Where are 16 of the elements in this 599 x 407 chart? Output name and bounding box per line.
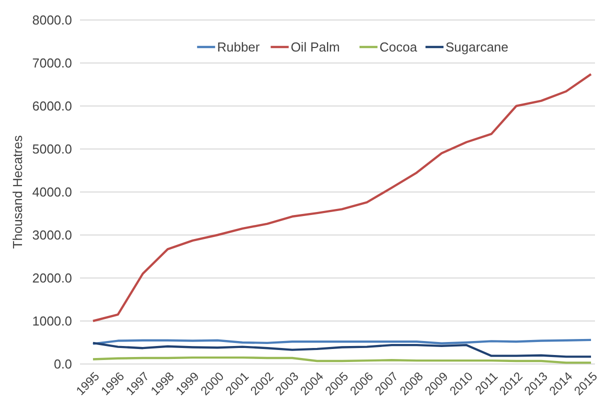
y-tick-label: 1000.0 [32,314,72,329]
y-axis-title: Thousand Hecatres [10,134,25,249]
y-tick-label: 6000.0 [32,98,72,114]
legend-label: Cocoa [380,40,418,55]
y-tick-label: 8000.0 [32,12,72,28]
y-tick-label: 3000.0 [32,228,72,243]
y-tick-label: 5000.0 [32,142,72,157]
y-tick-label: 7000.0 [32,56,72,71]
y-tick-label: 2000.0 [32,270,72,286]
legend-label: Rubber [217,40,260,55]
y-tick-label: 4000.0 [32,184,72,200]
y-tick-label: 0.0 [54,356,72,372]
line-series [92,342,592,358]
legend-label: Oil Palm [290,40,340,55]
legend-label: Sugarcane [446,40,508,55]
line-series [92,73,592,322]
